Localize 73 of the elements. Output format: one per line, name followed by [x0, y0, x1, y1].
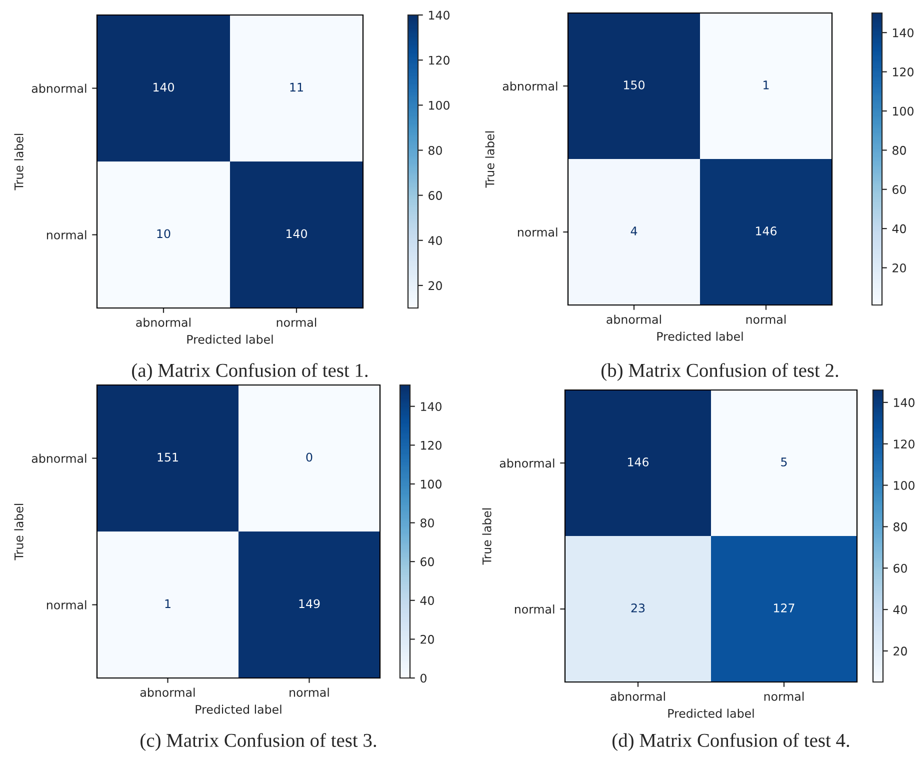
text: (b) Matrix Confusion of test 2. [602, 363, 838, 381]
color-bar-label: 20 [428, 281, 442, 290]
x-tick-label: normal [746, 314, 786, 324]
color-bar-label: 20 [894, 646, 907, 656]
y-tick-label: abnormal [32, 84, 86, 93]
color-bar-label: 140 [894, 398, 914, 408]
x-axis-title: Predicted label [187, 334, 273, 344]
x-tick-label: normal [764, 692, 804, 701]
color-bar-label: 0 [420, 674, 426, 683]
color-bar-label: 40 [892, 224, 906, 234]
color-bar-label: 60 [894, 564, 907, 573]
color-bar-label: 140 [429, 10, 450, 20]
color-bar-label: 140 [893, 28, 914, 38]
data-label: 140 [154, 82, 174, 92]
data-label: 146 [756, 226, 777, 236]
color-bar-label: 120 [421, 440, 442, 450]
color-bar-label: 120 [894, 440, 914, 448]
x-axis-title: Predicted label [657, 332, 743, 341]
text: (a) Matrix Confusion of test 1. [132, 363, 368, 381]
color-bar-label: 60 [892, 185, 906, 194]
data-label: 1 [764, 80, 769, 90]
color-bar-label: 20 [420, 634, 434, 644]
x-tick-label: abnormal [140, 688, 195, 697]
data-label: 10 [157, 229, 170, 238]
color-bar-label: 40 [428, 236, 442, 246]
text: (d) Matrix Confusion of test 4. [612, 733, 850, 751]
color-bar-label: 80 [420, 518, 434, 528]
color-bar-label: 120 [429, 56, 450, 65]
x-tick-label: abnormal [606, 314, 661, 324]
color-bar-label: 140 [421, 402, 442, 411]
text: (c) Matrix Confusion of test 3. [140, 733, 376, 751]
x-tick-label: abnormal [136, 318, 190, 327]
x-tick-label: normal [290, 688, 329, 697]
y-axis-title: True label [14, 134, 24, 190]
data-label: 140 [286, 229, 307, 238]
data-label: 146 [628, 457, 649, 466]
color-bar-label: 20 [892, 263, 906, 272]
color-bar-label: 100 [429, 100, 450, 110]
color-bar-label: 80 [428, 146, 442, 155]
color-bar-label: 120 [893, 68, 914, 76]
y-tick-label: abnormal [500, 458, 554, 468]
y-tick-label: normal [514, 604, 554, 614]
y-tick-label: abnormal [502, 82, 558, 91]
data-label: 4 [630, 226, 638, 236]
data-label: 150 [624, 80, 644, 90]
color-bar-label: 100 [893, 106, 914, 116]
x-axis-title: Predicted label [668, 708, 754, 718]
x-axis-title: Predicted label [196, 704, 282, 714]
y-axis-title: True label [482, 508, 492, 565]
data-label: 1 [165, 599, 170, 608]
data-label: 151 [158, 452, 178, 462]
y-axis-title: True label [14, 504, 24, 560]
y-tick-label: abnormal [32, 454, 86, 463]
data-label: 11 [290, 82, 303, 92]
color-bar-label: 80 [892, 146, 906, 155]
color-bar-label: 100 [421, 480, 442, 489]
color-bar-label: 60 [420, 557, 434, 566]
color-bar-label: 40 [893, 605, 907, 614]
y-tick-label: normal [46, 230, 86, 240]
x-tick-label: normal [276, 318, 316, 327]
data-label: 5 [781, 458, 787, 466]
color-bar-label: 80 [894, 522, 907, 532]
y-tick-label: normal [518, 228, 558, 237]
y-axis-title: True label [485, 131, 494, 188]
color-bar-label: 40 [420, 596, 434, 606]
x-tick-label: abnormal [610, 692, 665, 701]
color-bar-label: 60 [428, 191, 442, 200]
data-label: 127 [774, 603, 794, 612]
y-tick-label: normal [46, 600, 86, 610]
data-label: 149 [299, 599, 320, 608]
color-bar-label: 100 [894, 480, 914, 490]
data-label: 0 [306, 452, 312, 462]
data-label: 23 [631, 603, 645, 612]
